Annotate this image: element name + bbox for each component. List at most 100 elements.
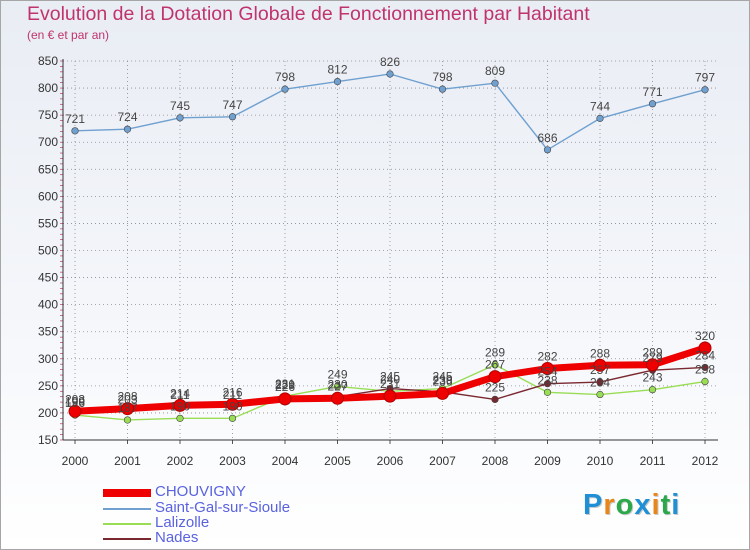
y-tick-label: 450 [38, 271, 58, 285]
x-tick-label: 2012 [692, 454, 719, 468]
data-label-nades: 279 [642, 351, 662, 365]
data-point-nades [596, 378, 604, 386]
data-label-lalizolle: 190 [170, 399, 190, 413]
y-tick-label: 300 [38, 352, 58, 366]
data-label-chouvigny: 289 [642, 346, 662, 360]
data-point-chouvigny [541, 362, 554, 376]
data-point-lalizolle [123, 416, 132, 424]
data-label-saint-gal-sur-sioule: 724 [117, 110, 137, 124]
data-point-saint-gal-sur-sioule [281, 85, 289, 93]
data-label-chouvigny: 208 [117, 390, 137, 404]
data-label-lalizolle: 245 [432, 370, 452, 384]
legend-swatch-saint-gal [103, 508, 151, 510]
data-label-nades: 203 [117, 392, 137, 406]
chart-title: Evolution de la Dotation Globale de Fonc… [27, 3, 590, 25]
data-label-lalizolle: 240 [380, 372, 400, 386]
logo-letter: P [583, 489, 604, 521]
data-label-nades: 245 [380, 370, 400, 384]
x-tick-label: 2007 [429, 454, 456, 468]
data-label-saint-gal-sur-sioule: 771 [642, 85, 662, 99]
logo-letter: i [671, 489, 681, 521]
data-label-lalizolle: 187 [117, 401, 137, 415]
data-point-lalizolle [701, 377, 709, 386]
chart-subtitle: (en € et par an) [27, 28, 110, 42]
data-label-saint-gal-sur-sioule: 744 [590, 99, 610, 113]
data-point-chouvigny [278, 392, 292, 406]
data-label-saint-gal-sur-sioule: 721 [65, 112, 85, 126]
legend-swatch-nades [103, 538, 151, 540]
data-label-lalizolle: 258 [695, 363, 715, 377]
data-label-lalizolle: 238 [537, 373, 557, 387]
x-tick-label: 2008 [482, 454, 509, 468]
data-point-lalizolle [333, 382, 342, 390]
data-label-nades: 229 [275, 378, 295, 392]
data-label-nades: 225 [485, 380, 505, 394]
data-label-saint-gal-sur-sioule: 747 [222, 98, 242, 112]
data-label-chouvigny: 288 [590, 346, 610, 360]
data-point-saint-gal-sur-sioule [123, 125, 132, 133]
x-tick-label: 2005 [324, 454, 351, 468]
data-label-saint-gal-sur-sioule: 826 [380, 55, 400, 69]
data-label-chouvigny: 214 [170, 386, 190, 400]
data-label-chouvigny: 231 [380, 377, 400, 391]
x-tick-label: 2010 [587, 454, 614, 468]
data-point-chouvigny [646, 358, 659, 372]
data-label-nades: 199 [65, 394, 85, 408]
proxiti-logo: Proxiti [583, 489, 680, 522]
legend-swatch-lalizolle [103, 523, 151, 525]
y-tick-label: 750 [38, 108, 58, 122]
y-tick-label: 350 [38, 325, 58, 339]
data-point-chouvigny [68, 404, 82, 418]
data-label-chouvigny: 282 [537, 350, 557, 364]
data-point-lalizolle [176, 414, 184, 422]
data-label-nades: 254 [537, 365, 557, 379]
y-tick-label: 650 [38, 162, 58, 176]
data-point-chouvigny [226, 397, 239, 411]
data-point-lalizolle [491, 361, 499, 369]
data-point-chouvigny [593, 358, 607, 372]
data-label-nades: 257 [590, 363, 610, 377]
data-label-lalizolle: 190 [222, 399, 242, 413]
data-label-chouvigny: 203 [65, 392, 85, 406]
data-label-lalizolle: 289 [485, 346, 505, 360]
data-point-chouvigny [488, 370, 502, 384]
legend-label-nades: Nades [155, 529, 199, 546]
data-label-saint-gal-sur-sioule: 809 [485, 64, 505, 78]
data-point-nades [491, 395, 499, 403]
data-point-saint-gal-sur-sioule [176, 114, 184, 122]
data-point-chouvigny [173, 398, 187, 412]
data-point-saint-gal-sur-sioule [543, 146, 552, 154]
data-point-saint-gal-sur-sioule [438, 85, 447, 93]
data-point-lalizolle [596, 390, 604, 399]
x-tick-label: 2003 [219, 454, 246, 468]
data-label-saint-gal-sur-sioule: 686 [537, 131, 557, 145]
legend-label-saint-gal: Saint-Gal-sur-Sioule [155, 499, 291, 516]
data-label-lalizolle: 234 [590, 376, 610, 390]
data-point-saint-gal-sur-sioule [648, 100, 657, 108]
data-point-chouvigny [121, 402, 134, 416]
data-point-chouvigny [331, 391, 344, 405]
data-point-lalizolle [543, 388, 552, 396]
legend-label-chouvigny: CHOUVIGNY [155, 483, 246, 500]
x-tick-label: 2006 [377, 454, 404, 468]
y-tick-label: 500 [38, 244, 58, 258]
data-point-nades [543, 380, 552, 388]
logo-letter: i [651, 489, 661, 521]
x-tick-label: 2011 [640, 454, 666, 468]
series-layer [68, 70, 712, 424]
x-tick-label: 2009 [534, 454, 561, 468]
data-label-nades: 239 [432, 373, 452, 387]
data-label-saint-gal-sur-sioule: 745 [170, 99, 190, 113]
logo-letter: o [615, 489, 635, 521]
data-label-chouvigny: 267 [485, 358, 505, 372]
logo-letter: r [603, 489, 616, 521]
y-tick-label: 550 [38, 216, 58, 230]
data-point-nades [701, 363, 709, 372]
data-point-lalizolle [228, 414, 237, 422]
y-tick-label: 600 [38, 189, 58, 203]
data-point-saint-gal-sur-sioule [228, 113, 237, 121]
data-point-lalizolle [648, 386, 657, 394]
data-point-saint-gal-sur-sioule [333, 77, 342, 86]
